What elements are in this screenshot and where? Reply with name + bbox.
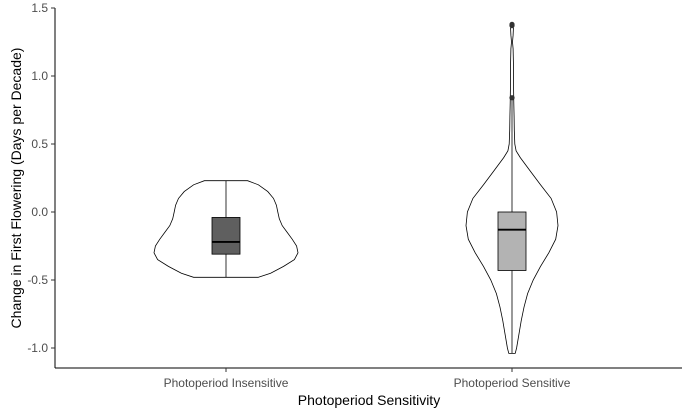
y-axis-title: Change in First Flowering (Days per Deca… bbox=[8, 48, 24, 329]
x-tick-label: Photoperiod Sensitive bbox=[454, 376, 571, 390]
y-tick-label: 1.0 bbox=[31, 69, 48, 83]
y-tick-label: 0.0 bbox=[31, 205, 48, 219]
x-axis-title: Photoperiod Sensitivity bbox=[298, 392, 440, 408]
x-tick-label: Photoperiod Insensitive bbox=[164, 376, 289, 390]
violins-layer bbox=[153, 22, 559, 354]
axes-layer bbox=[54, 8, 682, 369]
y-ticks: 1.5 1.0 0.5 0.0 -0.5 -1.0 bbox=[27, 1, 55, 355]
y-tick-label: -0.5 bbox=[27, 273, 48, 287]
x-ticks: Photoperiod Insensitive Photoperiod Sensi… bbox=[164, 368, 571, 390]
box bbox=[211, 217, 241, 255]
y-tick-label: -1.0 bbox=[27, 341, 48, 355]
boxes-layer bbox=[211, 21, 527, 354]
outlier-point bbox=[509, 95, 515, 101]
box bbox=[497, 211, 527, 271]
outlier-point bbox=[509, 21, 515, 27]
y-tick-label: 1.5 bbox=[31, 1, 48, 15]
y-tick-label: 0.5 bbox=[31, 137, 48, 151]
